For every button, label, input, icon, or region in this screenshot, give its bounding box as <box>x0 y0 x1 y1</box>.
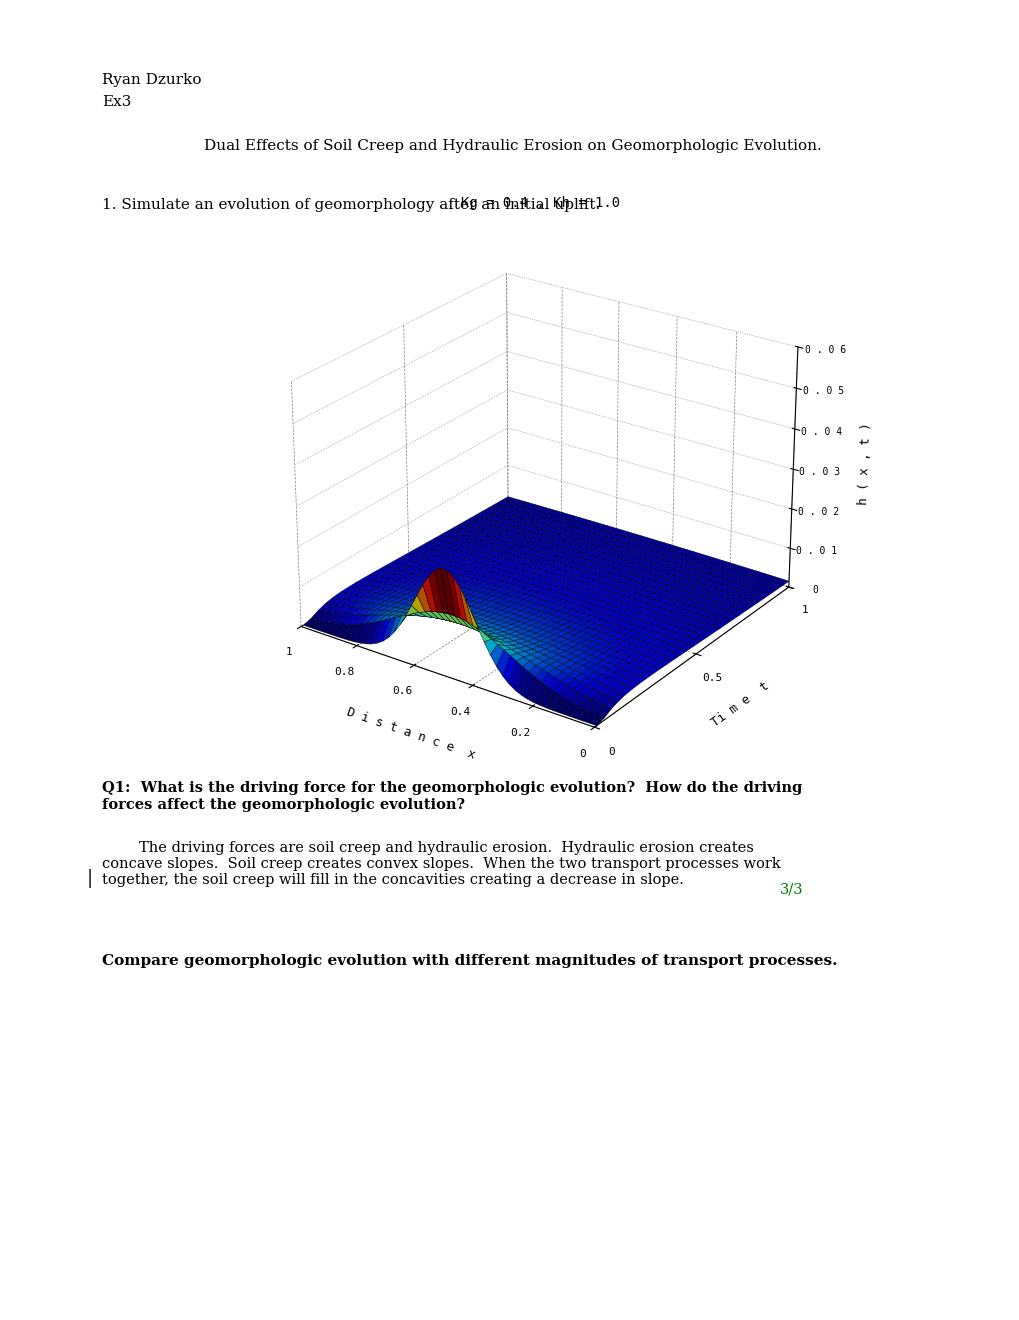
Text: 3/3: 3/3 <box>780 882 803 896</box>
Text: Q1:  What is the driving force for the geomorphologic evolution?  How do the dri: Q1: What is the driving force for the ge… <box>102 781 802 812</box>
Text: Dual Effects of Soil Creep and Hydraulic Erosion on Geomorphologic Evolution.: Dual Effects of Soil Creep and Hydraulic… <box>204 139 821 153</box>
Text: 1. Simulate an evolution of geomorphology after an initial uplift.: 1. Simulate an evolution of geomorpholog… <box>102 198 599 213</box>
Text: The driving forces are soil creep and hydraulic erosion.  Hydraulic erosion crea: The driving forces are soil creep and hy… <box>102 841 780 887</box>
Text: Ex3: Ex3 <box>102 95 131 110</box>
Text: Compare geomorphologic evolution with different magnitudes of transport processe: Compare geomorphologic evolution with di… <box>102 954 837 969</box>
Text: Ryan Dzurko: Ryan Dzurko <box>102 73 202 87</box>
Title: Kg = 0.4 , Kh = 1.0: Kg = 0.4 , Kh = 1.0 <box>461 195 620 210</box>
Y-axis label: Ti m e  t: Ti m e t <box>709 680 771 730</box>
Text: |: | <box>87 870 93 888</box>
X-axis label: D i s t a n c e  x: D i s t a n c e x <box>344 705 476 762</box>
